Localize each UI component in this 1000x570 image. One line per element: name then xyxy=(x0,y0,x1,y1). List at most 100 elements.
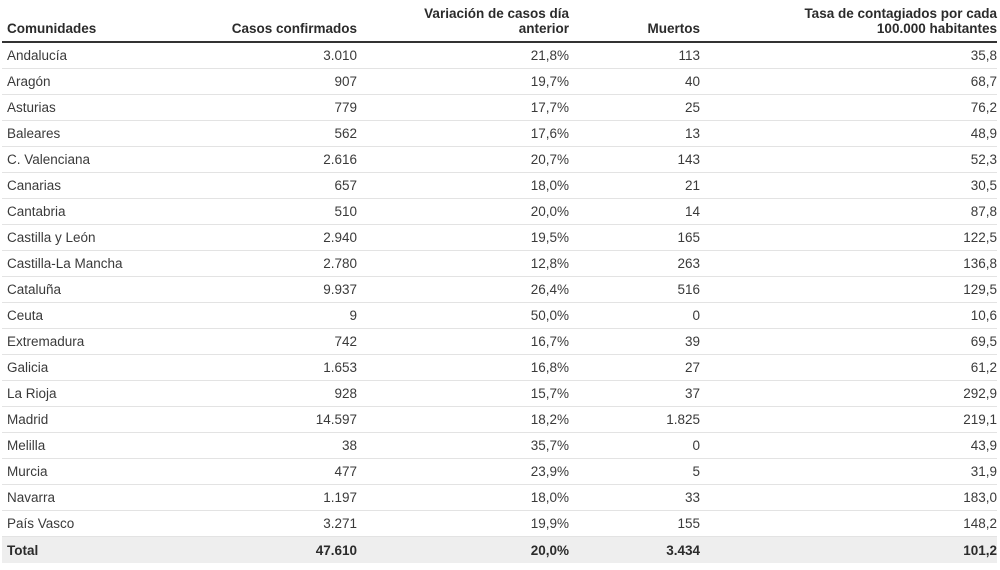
cell-comunidad: Melilla xyxy=(2,432,135,459)
cell-comunidad: Aragón xyxy=(2,68,135,95)
column-header-variacion: Variación de casos día anterior xyxy=(357,0,569,43)
total-cell-tasa: 101,2 xyxy=(700,536,997,563)
cell-muertos: 0 xyxy=(569,432,700,459)
cell-casos: 1.653 xyxy=(135,354,357,381)
cell-variacion: 15,7% xyxy=(357,380,569,407)
table-row: Asturias 779 17,7% 25 76,2 xyxy=(2,94,997,121)
cell-variacion: 17,6% xyxy=(357,120,569,147)
column-header-comunidades: Comunidades xyxy=(2,0,135,43)
cell-tasa: 292,9 xyxy=(700,380,997,407)
table-body: Andalucía 3.010 21,8% 113 35,8 Aragón 907 19,7%… xyxy=(2,42,997,563)
total-cell-comunidad: Total xyxy=(2,536,135,563)
table-row: País Vasco 3.271 19,9% 155 148,2 xyxy=(2,510,997,537)
cell-variacion: 18,0% xyxy=(357,172,569,199)
cell-casos: 562 xyxy=(135,120,357,147)
table-row: Murcia 477 23,9% 5 31,9 xyxy=(2,458,997,485)
cell-muertos: 143 xyxy=(569,146,700,173)
cell-casos: 1.197 xyxy=(135,484,357,511)
cell-muertos: 516 xyxy=(569,276,700,303)
cell-tasa: 48,9 xyxy=(700,120,997,147)
cell-muertos: 0 xyxy=(569,302,700,329)
cell-variacion: 19,7% xyxy=(357,68,569,95)
cell-variacion: 16,8% xyxy=(357,354,569,381)
cell-variacion: 21,8% xyxy=(357,42,569,69)
cell-muertos: 37 xyxy=(569,380,700,407)
cell-comunidad: La Rioja xyxy=(2,380,135,407)
cell-casos: 742 xyxy=(135,328,357,355)
total-cell-casos: 47.610 xyxy=(135,536,357,563)
cell-casos: 3.010 xyxy=(135,42,357,69)
cell-variacion: 20,7% xyxy=(357,146,569,173)
table-row: Navarra 1.197 18,0% 33 183,0 xyxy=(2,484,997,511)
cell-casos: 2.780 xyxy=(135,250,357,277)
cell-muertos: 165 xyxy=(569,224,700,251)
cell-muertos: 21 xyxy=(569,172,700,199)
table-row: Ceuta 9 50,0% 0 10,6 xyxy=(2,302,997,329)
cell-tasa: 69,5 xyxy=(700,328,997,355)
cell-comunidad: Cantabria xyxy=(2,198,135,225)
cell-muertos: 39 xyxy=(569,328,700,355)
cell-tasa: 76,2 xyxy=(700,94,997,121)
table-row: Andalucía 3.010 21,8% 113 35,8 xyxy=(2,42,997,69)
cell-comunidad: Madrid xyxy=(2,406,135,433)
cell-comunidad: Canarias xyxy=(2,172,135,199)
table-row: Canarias 657 18,0% 21 30,5 xyxy=(2,172,997,199)
cell-casos: 38 xyxy=(135,432,357,459)
table-row: Aragón 907 19,7% 40 68,7 xyxy=(2,68,997,95)
total-cell-variacion: 20,0% xyxy=(357,536,569,563)
cell-variacion: 26,4% xyxy=(357,276,569,303)
cell-muertos: 113 xyxy=(569,42,700,69)
cell-casos: 779 xyxy=(135,94,357,121)
cell-casos: 907 xyxy=(135,68,357,95)
cell-tasa: 87,8 xyxy=(700,198,997,225)
table-row: C. Valenciana 2.616 20,7% 143 52,3 xyxy=(2,146,997,173)
column-header-tasa: Tasa de contagiados por cada 100.000 hab… xyxy=(700,0,997,43)
cell-tasa: 43,9 xyxy=(700,432,997,459)
cell-comunidad: Navarra xyxy=(2,484,135,511)
cell-comunidad: C. Valenciana xyxy=(2,146,135,173)
cell-muertos: 13 xyxy=(569,120,700,147)
cell-tasa: 52,3 xyxy=(700,146,997,173)
cell-comunidad: Galicia xyxy=(2,354,135,381)
cell-muertos: 33 xyxy=(569,484,700,511)
cell-comunidad: Andalucía xyxy=(2,42,135,69)
column-header-variacion-text: Variación de casos día anterior xyxy=(424,6,569,36)
cell-muertos: 1.825 xyxy=(569,406,700,433)
cell-tasa: 148,2 xyxy=(700,510,997,537)
table-row: Cantabria 510 20,0% 14 87,8 xyxy=(2,198,997,225)
cell-tasa: 35,8 xyxy=(700,42,997,69)
cell-casos: 928 xyxy=(135,380,357,407)
cell-casos: 477 xyxy=(135,458,357,485)
table-row: Castilla y León 2.940 19,5% 165 122,5 xyxy=(2,224,997,251)
table-row: Galicia 1.653 16,8% 27 61,2 xyxy=(2,354,997,381)
cell-variacion: 35,7% xyxy=(357,432,569,459)
cell-comunidad: Castilla y León xyxy=(2,224,135,251)
cell-tasa: 122,5 xyxy=(700,224,997,251)
cell-casos: 2.940 xyxy=(135,224,357,251)
cell-tasa: 136,8 xyxy=(700,250,997,277)
cell-variacion: 19,9% xyxy=(357,510,569,537)
cell-comunidad: Castilla-La Mancha xyxy=(2,250,135,277)
cell-tasa: 61,2 xyxy=(700,354,997,381)
cell-tasa: 129,5 xyxy=(700,276,997,303)
cell-muertos: 263 xyxy=(569,250,700,277)
cell-casos: 657 xyxy=(135,172,357,199)
header-row: Comunidades Casos confirmados Variación … xyxy=(2,0,997,43)
cell-casos: 9 xyxy=(135,302,357,329)
table-row: Baleares 562 17,6% 13 48,9 xyxy=(2,120,997,147)
cell-variacion: 23,9% xyxy=(357,458,569,485)
cell-tasa: 68,7 xyxy=(700,68,997,95)
cell-variacion: 19,5% xyxy=(357,224,569,251)
cell-comunidad: Asturias xyxy=(2,94,135,121)
table-row: Extremadura 742 16,7% 39 69,5 xyxy=(2,328,997,355)
cell-variacion: 16,7% xyxy=(357,328,569,355)
cell-tasa: 31,9 xyxy=(700,458,997,485)
cell-muertos: 5 xyxy=(569,458,700,485)
cell-comunidad: Murcia xyxy=(2,458,135,485)
cell-variacion: 18,2% xyxy=(357,406,569,433)
cell-variacion: 17,7% xyxy=(357,94,569,121)
cell-tasa: 10,6 xyxy=(700,302,997,329)
cell-comunidad: Cataluña xyxy=(2,276,135,303)
table-row: Madrid 14.597 18,2% 1.825 219,1 xyxy=(2,406,997,433)
